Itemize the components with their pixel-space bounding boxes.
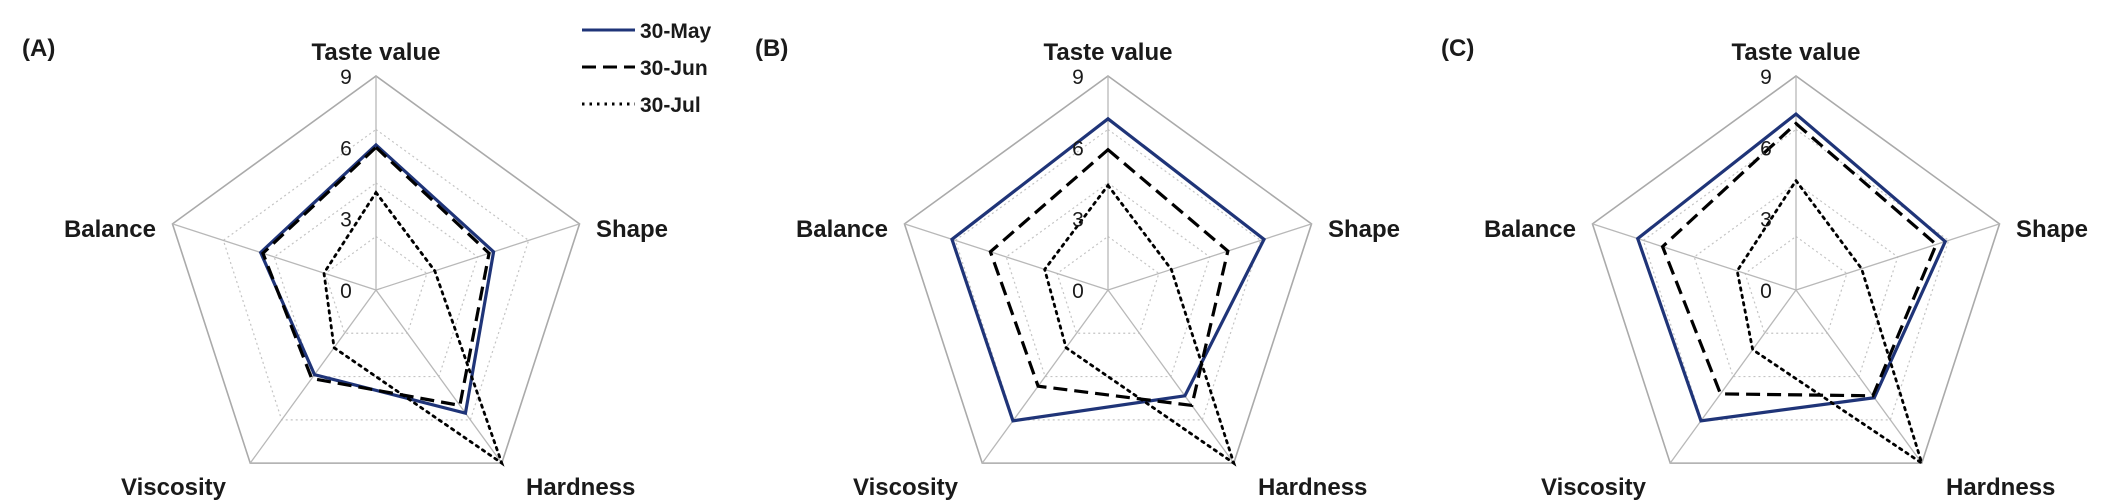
spoke-shape — [375, 223, 580, 291]
axis-label-balance: Balance — [1484, 216, 1576, 243]
panel-label: (C) — [1441, 35, 1474, 62]
spoke-viscosity — [249, 289, 377, 464]
axis-label-hardness: Hardness — [1258, 474, 1367, 501]
grid-outer-ring — [171, 75, 581, 464]
axis-label-balance: Balance — [796, 216, 888, 243]
spoke-balance — [172, 223, 377, 291]
grid-ring — [222, 128, 530, 421]
tick-label: 0 — [1072, 280, 1084, 303]
tick-label: 0 — [1760, 280, 1772, 303]
axis-label-hardness: Hardness — [1946, 474, 2055, 501]
grid-outer-ring — [903, 75, 1313, 464]
series-30-jul — [1735, 178, 1925, 467]
spoke-shape — [1107, 223, 1312, 291]
spoke-hardness — [1107, 289, 1235, 464]
tick-label: 0 — [340, 280, 352, 303]
tick-label: 6 — [340, 137, 352, 160]
tick-label: 3 — [340, 209, 352, 232]
legend-label: 30-May — [640, 20, 712, 43]
legend-item-30-jun: 30-Jun — [582, 57, 708, 80]
tick-label: 9 — [340, 66, 352, 89]
spoke-viscosity — [981, 289, 1109, 464]
legend-item-30-jul: 30-Jul — [582, 94, 701, 117]
series-30-jun — [988, 147, 1230, 408]
axis-label-shape: Shape — [596, 216, 668, 243]
axis-label-viscosity: Viscosity — [853, 474, 959, 501]
spoke-balance — [904, 223, 1109, 291]
spoke-hardness — [375, 289, 503, 464]
legend-label: 30-Jun — [640, 57, 708, 80]
tick-label: 9 — [1072, 66, 1084, 89]
grid-outer-ring — [1591, 75, 2001, 464]
axis-label-taste-value: Taste value — [1044, 39, 1173, 66]
axis-label-balance: Balance — [64, 216, 156, 243]
legend-label: 30-Jul — [640, 94, 701, 117]
tick-label: 3 — [1072, 209, 1084, 232]
panel-label: (A) — [22, 35, 55, 62]
series-30-jun — [261, 145, 491, 408]
spoke-balance — [1592, 223, 1797, 291]
panel-label: (B) — [755, 35, 788, 62]
series-30-may — [258, 142, 496, 416]
series-30-jul — [1043, 183, 1237, 467]
axis-label-viscosity: Viscosity — [1541, 474, 1647, 501]
series-30-may — [950, 116, 1267, 423]
axis-label-hardness: Hardness — [526, 474, 635, 501]
spoke-shape — [1795, 223, 2000, 291]
tick-label: 6 — [1760, 137, 1772, 160]
axis-label-taste-value: Taste value — [312, 39, 441, 66]
series-30-jul — [322, 190, 505, 467]
tick-label: 6 — [1072, 137, 1084, 160]
series-30-jun — [1660, 121, 1939, 398]
legend-item-30-may: 30-May — [582, 20, 712, 43]
series-30-may — [1635, 111, 1948, 423]
grid-ring — [1642, 128, 1950, 421]
axis-label-viscosity: Viscosity — [121, 474, 227, 501]
tick-label: 3 — [1760, 209, 1772, 232]
axis-label-shape: Shape — [2016, 216, 2088, 243]
grid-ring — [954, 128, 1262, 421]
legend: 30-May 30-Jun 30-Jul — [582, 20, 712, 117]
spoke-hardness — [1795, 289, 1923, 464]
spoke-viscosity — [1669, 289, 1797, 464]
axis-label-taste-value: Taste value — [1732, 39, 1861, 66]
axis-label-shape: Shape — [1328, 216, 1400, 243]
tick-label: 9 — [1760, 66, 1772, 89]
